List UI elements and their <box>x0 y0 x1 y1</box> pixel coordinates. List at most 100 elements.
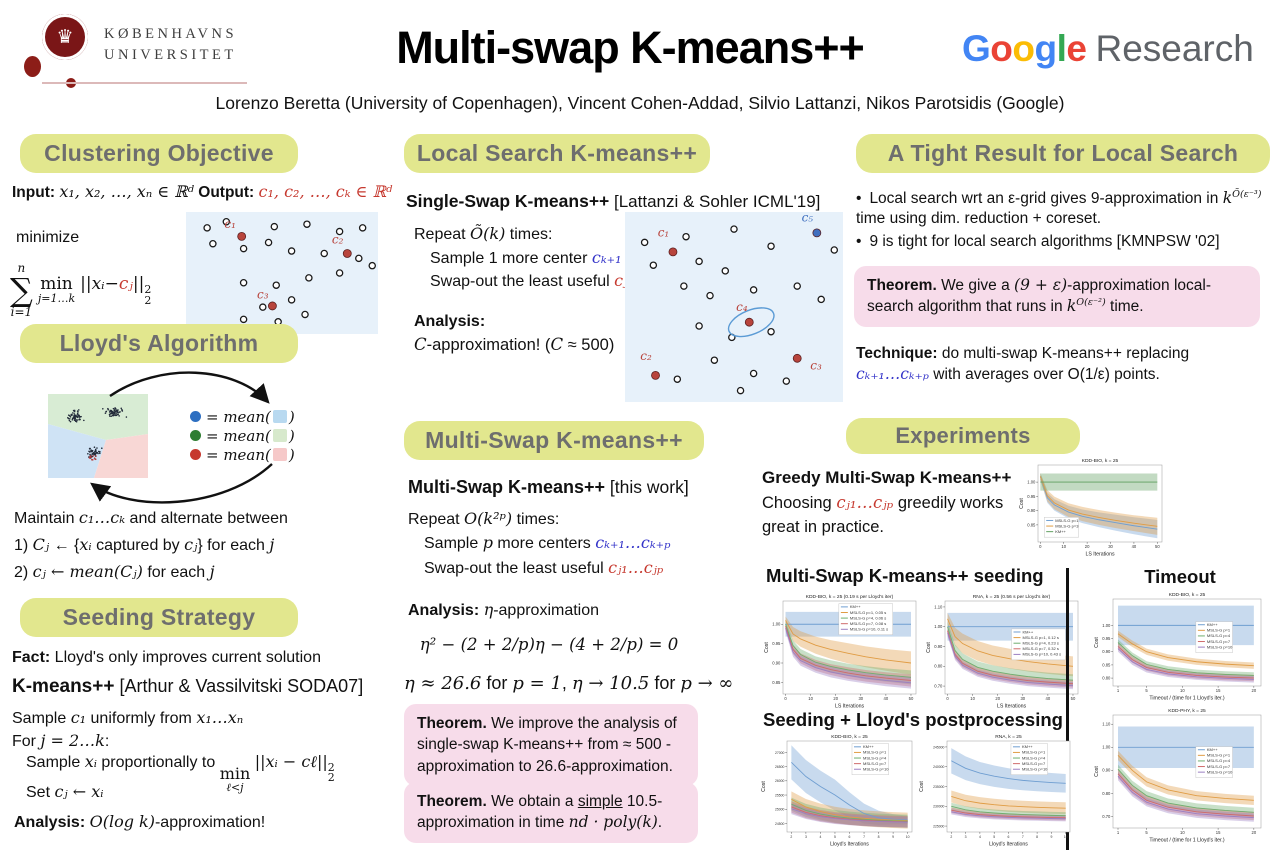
svg-text:0: 0 <box>784 696 787 701</box>
university-seal-icon: ♛ <box>42 14 88 60</box>
google-letter: l <box>1056 28 1067 69</box>
google-letter: G <box>962 28 991 69</box>
seeding-analysis-line: Analysis: O(log k)-approximation! <box>14 812 266 831</box>
svg-text:Cost: Cost <box>919 781 925 792</box>
svg-text:0.70: 0.70 <box>934 683 943 688</box>
svg-text:26000: 26000 <box>775 779 785 783</box>
svg-text:30: 30 <box>858 696 863 701</box>
svg-text:0.95: 0.95 <box>1102 636 1111 641</box>
svg-text:Cost: Cost <box>926 642 932 653</box>
svg-text:MSLS-G p=10: MSLS-G p=10 <box>1207 769 1233 774</box>
sum-operator: n ∑ i=1 <box>10 261 33 319</box>
svg-text:MSLS-G p=7, 0.08 s: MSLS-G p=7, 0.08 s <box>850 621 886 626</box>
google-wordmark: Google <box>962 28 1087 70</box>
lloyd-maintain-line: Maintain c₁…cₖ and alternate between <box>14 508 288 527</box>
svg-text:KDD-BIO, k = 25: KDD-BIO, k = 25 <box>831 734 868 740</box>
svg-text:4: 4 <box>979 835 981 839</box>
svg-text:MSLS-G p=7: MSLS-G p=7 <box>1207 764 1231 769</box>
svg-text:8: 8 <box>878 835 880 839</box>
svg-text:0.85: 0.85 <box>1027 522 1036 527</box>
svg-text:5: 5 <box>993 835 995 839</box>
cluster-region-swatch <box>272 448 287 461</box>
svg-text:0.90: 0.90 <box>934 644 943 649</box>
output-math: c₁, c₂, …, cₖ ∈ ℝᵈ <box>258 182 393 201</box>
greedy-text: Greedy Multi-Swap K-means++ Choosing cⱼ₁… <box>762 468 1012 536</box>
svg-text:2: 2 <box>950 835 952 839</box>
logo-line <box>42 82 247 84</box>
svg-text:KM++: KM++ <box>850 604 861 609</box>
svg-text:MSLS-G p=1, 0.05 s: MSLS-G p=1, 0.05 s <box>850 610 886 615</box>
university-name-line2: UNIVERSITET <box>104 47 237 64</box>
svg-text:10: 10 <box>970 696 975 701</box>
svg-text:0.90: 0.90 <box>1027 508 1036 513</box>
theorem-box-tight-result: Theorem. We give a (9 + ε)-approximation… <box>854 266 1260 327</box>
svg-text:Cost: Cost <box>764 642 770 653</box>
svg-text:1.00: 1.00 <box>1102 623 1111 628</box>
ms-analysis-line: Analysis: η-approximation <box>408 600 600 619</box>
svg-text:0: 0 <box>946 696 949 701</box>
norm-expression: ||xᵢ−cⱼ|| 2 2 <box>80 274 152 307</box>
svg-text:10: 10 <box>808 696 813 701</box>
lloyd-legend-row: = mean() <box>190 427 295 445</box>
svg-text:MSLS-G p=4, 0.06 s: MSLS-G p=4, 0.06 s <box>850 615 886 620</box>
svg-text:MSLS-G p=1: MSLS-G p=1 <box>1022 750 1046 755</box>
svg-text:KDD-BIO, k = 25: KDD-BIO, k = 25 <box>1082 458 1119 464</box>
svg-text:LS Iterations: LS Iterations <box>997 704 1027 710</box>
svg-text:0.80: 0.80 <box>934 664 943 669</box>
cluster-region-swatch <box>272 410 287 423</box>
svg-text:3: 3 <box>965 835 967 839</box>
svg-text:Timeout / (time for 1 Lloyd's: Timeout / (time for 1 Lloyd's iter.) <box>1149 838 1224 844</box>
svg-text:RNA, k = 25: RNA, k = 25 <box>995 734 1022 740</box>
svg-text:MSLS-G p=1: MSLS-G p=1 <box>863 750 887 755</box>
svg-text:240000: 240000 <box>933 765 944 769</box>
svg-text:7: 7 <box>863 835 865 839</box>
svg-text:2: 2 <box>790 835 792 839</box>
svg-text:MSLS-G p=7, 0.32 s: MSLS-G p=7, 0.32 s <box>1023 646 1059 651</box>
svg-text:3: 3 <box>805 835 807 839</box>
ms-eta-line: η ≈ 26.6 for p = 1, η → 10.5 for p → ∞ <box>404 673 734 694</box>
theorem-box-simple-approximation: Theorem. We obtain a simple 10.5-approxi… <box>404 782 698 843</box>
lloyd-legend-row: = mean() <box>190 408 295 426</box>
svg-text:Lloyd's Iterations: Lloyd's Iterations <box>830 842 869 848</box>
svg-text:LS Iterations: LS Iterations <box>835 704 865 710</box>
svg-text:40: 40 <box>884 696 889 701</box>
chart-postproc-rna: 245000 240000 235000 230000 225000 2 3 4 5 6 7 8 9 10… <box>918 732 1074 848</box>
tight-bullet-2: • 9 is tight for local search algorithms … <box>856 233 1220 250</box>
google-letter: e <box>1066 28 1087 69</box>
chart-seeding-kdd-bio: 1.00 0.95 0.90 0.85 0 10 20 30 40 50 KDD-BIO, k = … <box>763 592 920 710</box>
section-local-search: Local Search K-means++ <box>404 134 710 173</box>
google-letter: o <box>1012 28 1035 69</box>
page-title: Multi-swap K-means++ <box>396 22 865 73</box>
svg-text:Cost: Cost <box>761 781 767 792</box>
svg-text:MSLS-G p=3: MSLS-G p=3 <box>1055 523 1079 528</box>
svg-text:KDD-BIO, k = 25 (0.19 s per Ll: KDD-BIO, k = 25 (0.19 s per Lloyd's iter… <box>806 594 894 600</box>
timeout-title: Timeout <box>1144 566 1216 587</box>
google-letter: o <box>990 28 1013 69</box>
postprocessing-title: Seeding + Lloyd's postprocessing <box>763 709 1063 730</box>
tight-bullet-1: • Local search wrt an ε-grid gives 9-appr… <box>856 188 1262 228</box>
svg-text:c₃: c₃ <box>810 359 822 373</box>
objective-formula: n ∑ i=1 min j=1…k ||xᵢ−cⱼ|| 2 2 <box>10 262 185 318</box>
svg-text:LS Iterations: LS Iterations <box>1085 552 1115 558</box>
svg-text:0.80: 0.80 <box>1102 675 1111 680</box>
ms-equation: η² − (2 + 2/p)η − (4 + 2/p) = 0 <box>419 635 679 654</box>
svg-text:MSLS-G p=10, 0.11 s: MSLS-G p=10, 0.11 s <box>850 627 888 632</box>
centroid-dot-icon <box>190 449 201 460</box>
objective-io-line: Input: x₁, x₂, …, xₙ ∈ ℝᵈ Output: c₁, c₂… <box>12 182 402 203</box>
svg-text:MSLS-G p=4: MSLS-G p=4 <box>1207 633 1231 638</box>
lloyd-step1-line: 1) Cⱼ ← {xᵢ captured by cⱼ} for each j <box>14 535 275 554</box>
seeding-step3: Sample xᵢ proportionally to min ℓ<j ||xᵢ … <box>26 752 335 794</box>
local-search-scatter-figure: c₁ c₂ c₃ c₄ c₅ <box>625 211 843 402</box>
university-name: KØBENHAVNS UNIVERSITET <box>104 24 237 66</box>
section-seeding-strategy: Seeding Strategy <box>20 598 298 637</box>
section-multi-swap: Multi-Swap K-means++ <box>404 421 704 460</box>
svg-text:27000: 27000 <box>775 751 785 755</box>
single-swap-title: Single-Swap K-means++ [Lattanzi & Sohler… <box>406 191 821 211</box>
svg-text:MSLS-G p=4, 0.23 s: MSLS-G p=4, 0.23 s <box>1023 641 1059 646</box>
svg-text:25500: 25500 <box>775 793 785 797</box>
input-label: Input: <box>12 184 60 201</box>
svg-text:KM++: KM++ <box>1207 622 1218 627</box>
svg-text:235000: 235000 <box>933 785 944 789</box>
ls-swap-line: Swap-out the least useful cⱼ <box>430 271 628 290</box>
svg-text:1.10: 1.10 <box>1102 722 1111 727</box>
